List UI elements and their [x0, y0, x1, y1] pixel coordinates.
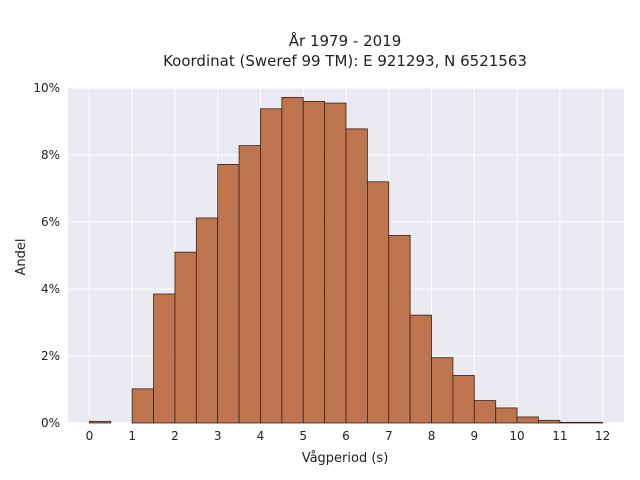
histogram-bar: [174, 251, 197, 424]
histogram-bar: [516, 416, 539, 424]
y-tick-label: 10%: [33, 81, 60, 95]
x-tick-label: 7: [385, 429, 393, 443]
histogram-bar: [580, 421, 604, 424]
histogram-bar: [366, 181, 390, 424]
histogram-bar: [324, 102, 347, 424]
histogram-bar: [538, 419, 561, 424]
y-axis-label: Andel: [14, 239, 29, 276]
x-axis-ticks: 0 1 2 3 4 5 6 7 8 9 10 11 12: [86, 429, 611, 443]
x-tick-label: 9: [470, 429, 478, 443]
y-axis-ticks: 0% 2% 4% 6% 8% 10%: [33, 81, 60, 430]
y-tick-label: 4%: [41, 282, 60, 296]
histogram-bar: [217, 163, 240, 424]
x-tick-label: 0: [86, 429, 94, 443]
histogram-bar: [281, 96, 304, 424]
y-tick-label: 8%: [41, 148, 60, 162]
y-tick-label: 0%: [41, 416, 60, 430]
histogram-bar: [452, 375, 475, 424]
chart-title-line2: Koordinat (Sweref 99 TM): E 921293, N 65…: [163, 52, 527, 70]
x-tick-label: 8: [428, 429, 436, 443]
x-tick-label: 11: [552, 429, 567, 443]
x-tick-label: 10: [509, 429, 524, 443]
y-tick-label: 2%: [41, 349, 60, 363]
histogram-bar: [388, 234, 411, 424]
x-tick-label: 1: [128, 429, 136, 443]
histogram-bar: [409, 314, 432, 424]
bars: [88, 96, 604, 424]
histogram-bar: [260, 108, 283, 424]
histogram-bar: [431, 357, 454, 424]
y-tick-label: 6%: [41, 215, 60, 229]
histogram-bar: [495, 407, 518, 424]
x-tick-label: 6: [342, 429, 350, 443]
histogram-bar: [153, 293, 176, 424]
x-tick-label: 5: [299, 429, 307, 443]
histogram-bar: [559, 421, 582, 424]
histogram-bar: [131, 388, 154, 424]
histogram-bar: [195, 217, 219, 424]
x-tick-label: 3: [214, 429, 222, 443]
histogram-bar: [88, 420, 112, 424]
histogram-bar: [238, 145, 261, 424]
x-tick-label: 2: [171, 429, 179, 443]
histogram-bar: [473, 400, 497, 424]
x-tick-label: 12: [595, 429, 610, 443]
x-tick-label: 4: [257, 429, 265, 443]
chart-title-line1: År 1979 - 2019: [289, 31, 402, 50]
x-axis-label: Vågperiod (s): [302, 451, 389, 466]
histogram-bar: [302, 101, 326, 424]
histogram-bar: [345, 128, 368, 424]
